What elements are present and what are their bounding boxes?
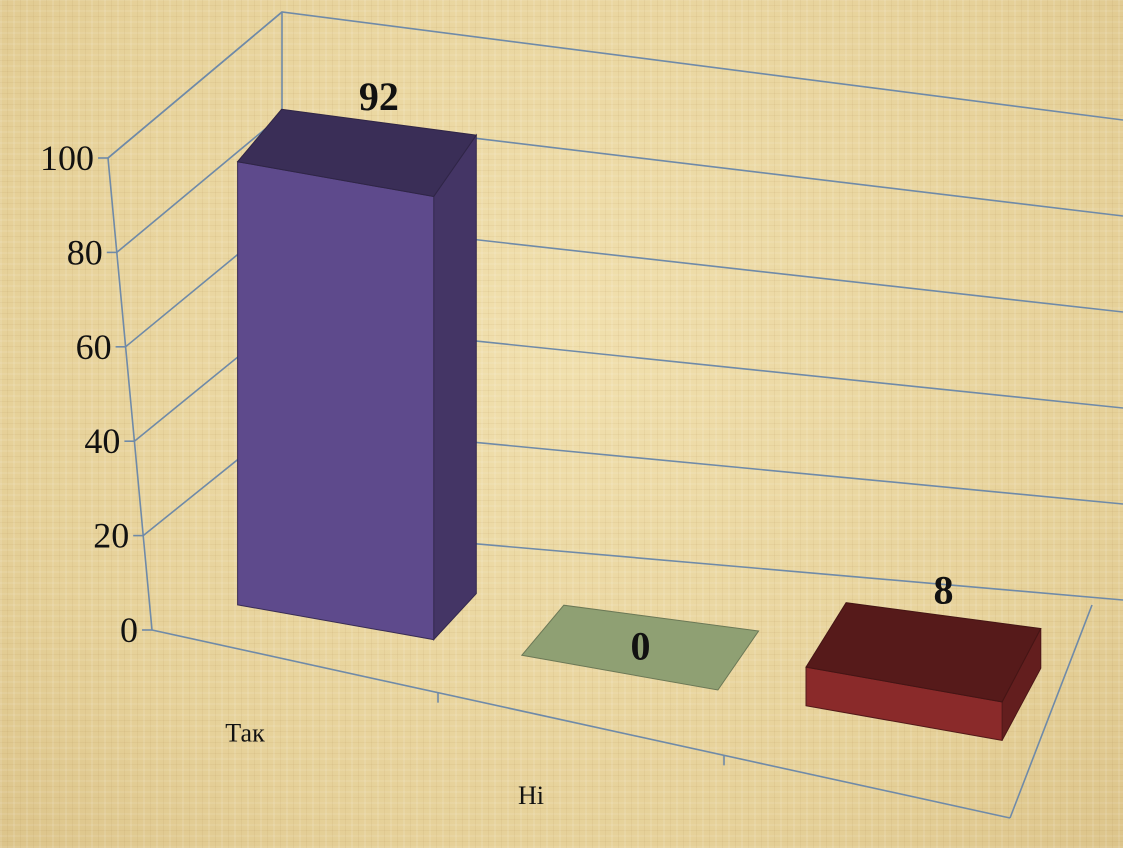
data-label-2: 0 — [631, 623, 651, 668]
y-tick-label-100: 100 — [40, 138, 94, 178]
floor-right-edge — [1009, 604, 1093, 819]
y-tick-label-60: 60 — [76, 327, 112, 367]
data-label-1: 92 — [359, 74, 399, 119]
bar-1-front — [237, 161, 435, 641]
y-tick-label-40: 40 — [84, 421, 120, 461]
bar-1-side — [433, 133, 477, 641]
chart-bars — [236, 108, 1042, 741]
y-axis-tick-labels: 0 20 40 60 80 100 — [40, 138, 138, 650]
bar-3 — [805, 602, 1042, 741]
bar-3-top — [805, 602, 1042, 703]
x-axis-category-labels: Так Ні Частково — [225, 692, 868, 848]
data-labels: 92 0 8 — [359, 74, 954, 668]
y-tick-label-80: 80 — [67, 232, 103, 272]
gridline-100 — [107, 11, 1123, 159]
x-tick-label-3: Частково — [767, 844, 868, 848]
y-axis-line — [107, 157, 153, 631]
bar-2-flat — [520, 604, 760, 691]
x-tick-label-1: Так — [225, 718, 265, 747]
bar-2 — [520, 604, 760, 691]
x-axis-front-line — [151, 629, 1011, 819]
x-tick-label-2: Ні — [518, 781, 544, 810]
data-label-3: 8 — [934, 568, 954, 613]
bar-1-top — [236, 108, 478, 198]
bar-1 — [236, 108, 478, 641]
y-tick-label-20: 20 — [93, 516, 129, 556]
y-tick-label-0: 0 — [120, 610, 138, 650]
